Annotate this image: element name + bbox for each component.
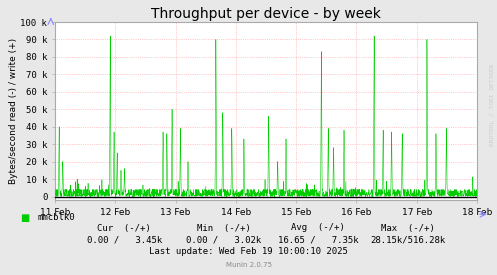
Text: 0.00 /   3.45k: 0.00 / 3.45k	[86, 235, 162, 244]
Text: 0.00 /   3.02k: 0.00 / 3.02k	[186, 235, 261, 244]
Text: Min  (-/+): Min (-/+)	[197, 224, 250, 232]
Text: Cur  (-/+): Cur (-/+)	[97, 224, 151, 232]
Text: Last update: Wed Feb 19 10:00:10 2025: Last update: Wed Feb 19 10:00:10 2025	[149, 248, 348, 257]
Y-axis label: Bytes/second read (-) / write (+): Bytes/second read (-) / write (+)	[9, 38, 18, 184]
Text: 16.65 /   7.35k: 16.65 / 7.35k	[278, 235, 358, 244]
Text: ■: ■	[20, 213, 29, 223]
Text: Munin 2.0.75: Munin 2.0.75	[226, 262, 271, 268]
Text: RRDTOOL / TOBI OETIKER: RRDTOOL / TOBI OETIKER	[490, 63, 495, 146]
Text: 28.15k/516.28k: 28.15k/516.28k	[370, 235, 445, 244]
Text: mmcblk0: mmcblk0	[37, 213, 75, 222]
Text: Avg  (-/+): Avg (-/+)	[291, 224, 345, 232]
Text: Max  (-/+): Max (-/+)	[381, 224, 434, 232]
Title: Throughput per device - by week: Throughput per device - by week	[151, 7, 381, 21]
